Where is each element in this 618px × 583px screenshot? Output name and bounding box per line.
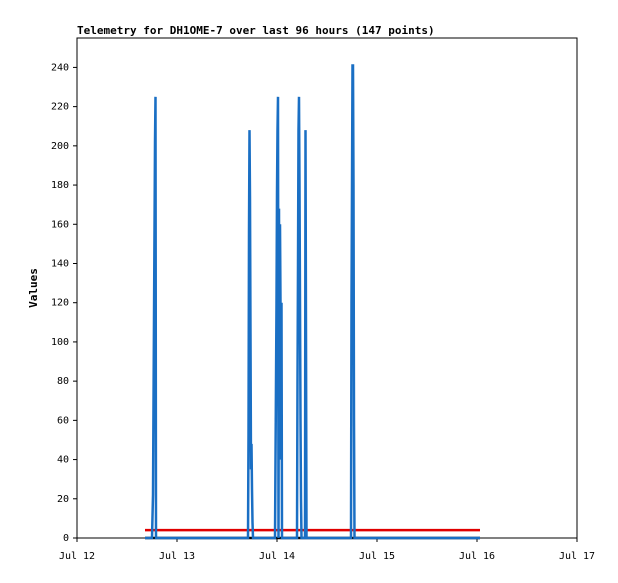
x-tick-label: Jul 12 — [59, 551, 95, 562]
y-tick-label: 20 — [57, 494, 69, 505]
y-tick-label: 140 — [51, 258, 69, 269]
y-axis-label: Values — [27, 268, 40, 308]
y-tick-label: 220 — [51, 102, 69, 113]
y-tick-label: 40 — [57, 455, 69, 466]
y-tick-label: 100 — [51, 337, 69, 348]
x-tick-label: Jul 13 — [159, 551, 195, 562]
y-tick-label: 240 — [51, 62, 69, 73]
chart-title: Telemetry for DH1OME-7 over last 96 hour… — [77, 24, 435, 37]
y-tick-label: 80 — [57, 376, 69, 387]
series-line — [145, 64, 480, 540]
x-tick-label: Jul 15 — [359, 551, 395, 562]
y-tick-label: 120 — [51, 298, 69, 309]
y-tick-label: 60 — [57, 415, 69, 426]
y-tick-label: 180 — [51, 180, 69, 191]
y-tick-label: 160 — [51, 219, 69, 230]
y-tick-label: 200 — [51, 141, 69, 152]
x-tick-label: Jul 17 — [559, 551, 595, 562]
y-tick-label: 0 — [63, 533, 69, 544]
x-tick-label: Jul 16 — [459, 551, 495, 562]
x-tick-label: Jul 14 — [259, 551, 295, 562]
